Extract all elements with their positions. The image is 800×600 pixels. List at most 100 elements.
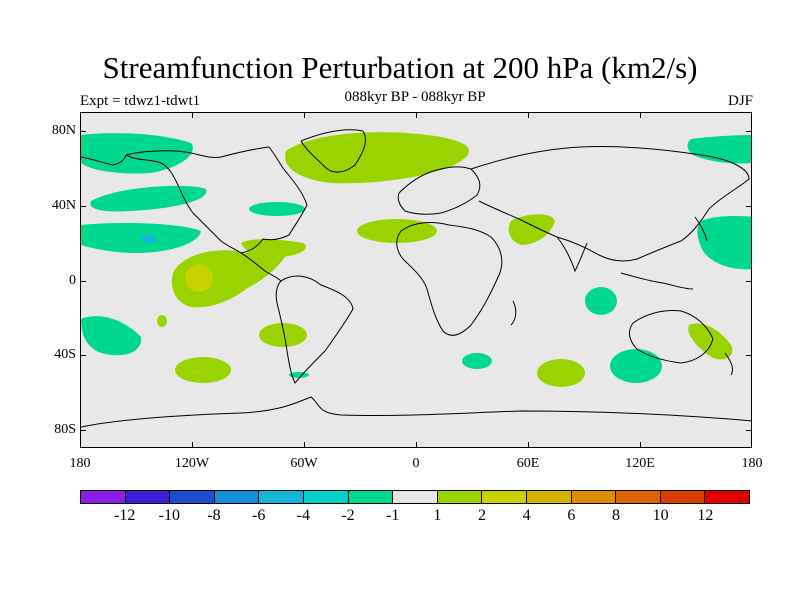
coast-india (556, 236, 588, 273)
y-tick-right-0 (746, 281, 752, 282)
map-panel (80, 112, 752, 448)
y-tick-right-80s (746, 430, 752, 431)
anomaly-region-mid-pacific (90, 185, 207, 212)
coast-north-america (125, 146, 308, 254)
colorbar (80, 490, 750, 504)
colorbar-label: -12 (113, 507, 136, 524)
colorbar-label: 12 (697, 507, 714, 524)
colorbar-label: 4 (522, 507, 531, 524)
coast-japan (694, 216, 708, 242)
anomaly-region-atlantic (357, 219, 437, 243)
colorbar-swatch (571, 491, 617, 503)
colorbar-swatch (259, 491, 304, 503)
coast-australia (629, 310, 714, 364)
x-tick-120e (640, 442, 641, 448)
coast-indonesia (620, 272, 694, 290)
colorbar-label: -10 (158, 507, 180, 524)
anomaly-region-south-america (259, 323, 307, 347)
x-tick-top-120e (640, 112, 641, 118)
anomaly-region-small-pacific (157, 315, 167, 327)
anomaly-region-arabia (508, 214, 555, 245)
anomaly-region-south-pacific (175, 357, 231, 383)
colorbar-swatch (437, 491, 483, 503)
y-tick-40n (80, 206, 86, 207)
colorbar-swatch (170, 491, 215, 503)
coast-south-america (275, 275, 354, 384)
anomaly-region-australia (688, 323, 733, 360)
colorbar-label: -8 (207, 507, 221, 524)
colorbar-swatch (482, 491, 527, 503)
x-tick-label: 120E (625, 456, 655, 471)
y-tick-label: 80N (51, 123, 76, 138)
x-tick-top-120w (192, 112, 193, 118)
colorbar-label: -1 (385, 507, 400, 524)
coast-europe (397, 166, 481, 215)
colorbar-swatch (125, 491, 171, 503)
colorbar-label: 1 (433, 507, 442, 524)
anomaly-region-southeast-pacific (81, 316, 142, 356)
y-tick-right-80n (746, 131, 752, 132)
colorbar-label: -6 (251, 507, 266, 524)
y-tick-label: 40N (51, 198, 76, 213)
anomaly-region-subtropical-pacific (81, 223, 201, 253)
x-tick-label: 60E (516, 456, 540, 471)
y-tick-label: 0 (69, 273, 76, 288)
coast-greenland (300, 129, 366, 173)
colorbar-swatch (393, 491, 438, 503)
y-tick-80n (80, 131, 86, 132)
anomaly-region-indian-ocean (537, 359, 585, 387)
coast-africa (396, 222, 503, 336)
coast-asia (470, 145, 750, 262)
y-tick-label: 80S (54, 422, 76, 437)
colorbar-label: -4 (296, 507, 310, 524)
anomaly-region-north-atlantic-small (249, 202, 305, 216)
anomaly-region-caribbean (241, 239, 307, 258)
coast-antarctica (81, 396, 751, 428)
colorbar-swatch (348, 491, 394, 503)
y-tick-label: 40S (54, 347, 76, 362)
anomaly-region-south-australia (610, 349, 662, 383)
x-tick-label: 60W (290, 456, 318, 471)
x-tick-60w (304, 442, 305, 448)
x-tick-label: 180 (69, 456, 91, 471)
colorbar-swatch (81, 491, 126, 503)
map-title: Streamfunction Perturbation at 200 hPa (… (102, 50, 698, 85)
experiment-label: Expt = tdwz1-tdwt1 (80, 93, 201, 109)
x-tick-label: 180 (741, 456, 763, 471)
y-tick-right-40s (746, 355, 752, 356)
colorbar-swatch (214, 491, 260, 503)
coast-madagascar (510, 300, 517, 326)
coast-central-america (240, 252, 282, 282)
x-tick-60e (528, 442, 529, 448)
anomaly-region-tiny-drake (289, 372, 309, 378)
map-subtitle: 088kyr BP - 088kyr BP (344, 89, 486, 105)
positive-anomaly-regions (157, 132, 733, 387)
colorbar-swatch (660, 491, 706, 503)
colorbar-swatch (303, 491, 349, 503)
colorbar-label: -2 (341, 507, 355, 524)
anomaly-region-north-pacific (81, 133, 193, 174)
anomaly-region-greenland (285, 132, 470, 184)
x-tick-0 (416, 442, 417, 448)
x-tick-top-0 (416, 112, 417, 118)
colorbar-label: 2 (478, 507, 486, 524)
colorbar-swatch (526, 491, 572, 503)
anomaly-core-subtropical-pacific (141, 235, 157, 243)
map-canvas (81, 129, 751, 428)
colorbar-label: 10 (652, 507, 669, 524)
x-tick-label: 0 (412, 456, 420, 471)
x-tick-top-60w (304, 112, 305, 118)
season-label: DJF (727, 93, 753, 109)
y-tick-40s (80, 355, 86, 356)
x-tick-top-60e (528, 112, 529, 118)
y-tick-0 (80, 281, 86, 282)
x-tick-label: 120W (174, 456, 210, 471)
anomaly-core-east-pacific (185, 264, 213, 292)
anomaly-region-maritime (585, 287, 617, 315)
colorbar-label: 6 (567, 507, 576, 524)
y-tick-80s (80, 430, 86, 431)
coast-new-zealand (724, 352, 734, 376)
colorbar-swatch (616, 491, 661, 503)
coast-alaska (81, 154, 127, 166)
colorbar-swatch (705, 491, 749, 503)
